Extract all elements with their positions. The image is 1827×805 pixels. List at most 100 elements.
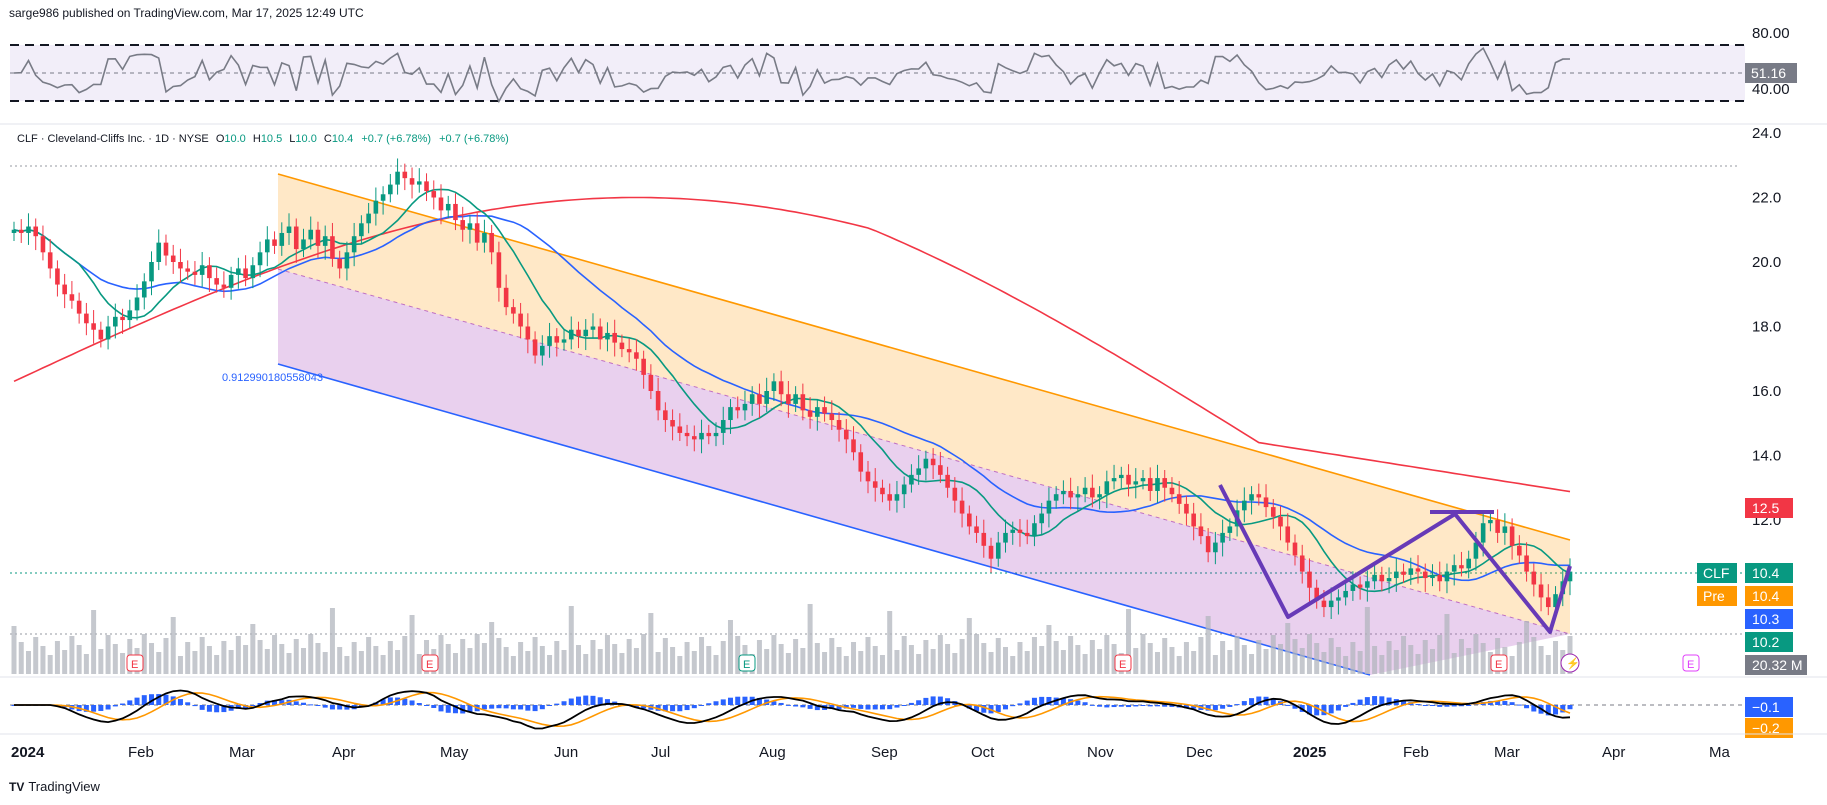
macd-hist-bar (930, 696, 936, 705)
macd-hist-bar (235, 705, 241, 709)
volume-bar (684, 642, 690, 674)
volume-bar (366, 637, 372, 674)
volume-bar (1104, 635, 1110, 674)
candle-body (1278, 516, 1283, 527)
lightning-icon[interactable] (1560, 653, 1580, 673)
macd-hist-bar (756, 697, 762, 705)
future-earnings-marker[interactable] (1682, 654, 1700, 672)
candle-body (250, 265, 256, 279)
volume-bar (793, 639, 799, 674)
change-value-2: +0.7 (+6.78%) (439, 133, 509, 145)
candle-body (214, 278, 219, 285)
macd-hist-bar (793, 705, 799, 707)
candle-body (858, 452, 864, 472)
candle-body (1350, 584, 1356, 591)
candle-body (416, 181, 422, 185)
candle-body (995, 542, 1001, 559)
volume-bar (981, 643, 987, 674)
macd-hist-bar (1364, 697, 1370, 705)
macd-hist-bar (1256, 696, 1262, 705)
close-label: C (323, 133, 332, 145)
macd-hist-bar (699, 705, 705, 706)
candle-body (388, 184, 393, 195)
candle-body (1372, 574, 1377, 582)
candle-body (677, 426, 683, 433)
price-axis[interactable]: 24.022.020.018.016.014.012.0 (1752, 125, 1781, 529)
macd-hist-bar (1234, 704, 1240, 706)
macd-hist-bar (1328, 705, 1334, 714)
volume-bar (409, 615, 415, 674)
symbol-name[interactable]: CLF · Cleveland-Cliffs Inc. · 1D · NYSE (17, 133, 209, 145)
candle-body (938, 465, 943, 475)
macd-hist-bar (1097, 705, 1103, 707)
macd-hist-bar (467, 705, 473, 713)
macd-hist-bar (1183, 705, 1189, 709)
volume-bar (1516, 642, 1522, 674)
candle-body (301, 239, 306, 250)
volume-bar (1249, 654, 1255, 674)
volume-bar (1176, 656, 1182, 674)
price-tag-value: 10.2 (1752, 634, 1779, 650)
candle-body (547, 336, 552, 346)
volume-bar (1364, 607, 1370, 674)
candle-body (18, 229, 24, 233)
price-tag-label-bg (1697, 563, 1737, 583)
candle-body (1046, 500, 1052, 514)
volume-bar (901, 636, 907, 674)
volume-bar (1270, 635, 1276, 674)
volume-bar (590, 640, 596, 674)
earnings-marker[interactable] (421, 654, 439, 672)
earnings-marker[interactable] (1114, 654, 1132, 672)
volume-bar (814, 643, 820, 674)
volume-bar (1082, 654, 1088, 674)
volume-bar (923, 640, 929, 674)
volume-bar (576, 645, 582, 674)
macd-hist-bar (1553, 705, 1559, 715)
candle-body (836, 420, 842, 430)
volume-bar (1393, 650, 1399, 674)
macd-hist-bar (814, 705, 820, 711)
candle-body (634, 352, 639, 359)
macd-hist-bar (1162, 705, 1168, 707)
candle-body (192, 271, 198, 275)
dividend-marker[interactable] (738, 654, 756, 672)
macd-hist-bar (1335, 705, 1341, 711)
price-tick-label: 22.0 (1752, 190, 1781, 207)
time-axis[interactable]: 2024 Feb Mar Apr May Jun Jul Aug Sep Oct Nov Dec 202… (11, 744, 1730, 761)
volume-bar (185, 642, 191, 674)
candle-body (720, 420, 726, 433)
candle-body (1126, 474, 1131, 485)
macd-hist-bar (1422, 705, 1428, 706)
volume-bar (966, 618, 972, 674)
candle-body (1242, 500, 1247, 511)
macd-hist-bar (1270, 698, 1276, 705)
channel-lower-fill (278, 269, 1570, 675)
earnings-marker[interactable] (1490, 654, 1508, 672)
volume-bar (1075, 645, 1081, 674)
volume-bar (727, 620, 733, 674)
volume-bar (959, 639, 965, 674)
volume-bar (452, 653, 458, 674)
volume-bar (807, 604, 813, 674)
tradingview-logo-icon: TV (9, 779, 25, 794)
volume-bar (771, 635, 777, 674)
time-tick-label: Aug (759, 744, 786, 761)
volume-bar (1408, 645, 1414, 674)
volume-bar (69, 636, 75, 674)
macd-hist-bar (829, 705, 835, 710)
volume-bar (1386, 641, 1392, 674)
candle-body (1422, 571, 1428, 579)
candle-body (373, 200, 379, 214)
channel-upper-fill (278, 174, 1570, 634)
macd-hist-bar (1495, 701, 1501, 705)
candle-body (84, 313, 89, 324)
earnings-marker[interactable] (126, 654, 144, 672)
macd-hist-bar (1292, 705, 1298, 709)
candle-body (199, 265, 205, 275)
tradingview-brand[interactable]: TV TradingView (9, 779, 100, 794)
candle-body (1365, 581, 1370, 588)
candle-body (1430, 574, 1435, 579)
macd-hist-bar (1133, 705, 1139, 707)
candle-body (293, 226, 299, 250)
